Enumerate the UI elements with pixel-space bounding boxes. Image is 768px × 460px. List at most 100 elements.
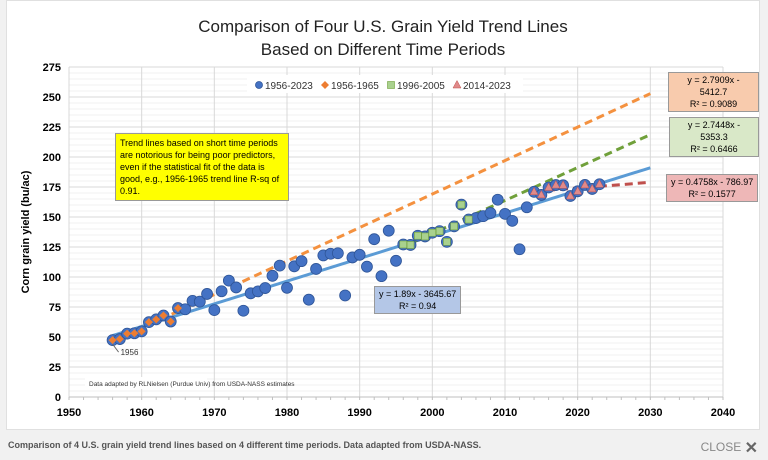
- data-point-2014-2023: [573, 186, 583, 195]
- y-tick-label: 200: [43, 152, 61, 164]
- data-point-1996-2005: [443, 238, 451, 246]
- data-point-1956-2023: [368, 233, 381, 246]
- data-point-1956-2023: [193, 295, 206, 308]
- x-tick-label: 1980: [275, 407, 299, 419]
- x-tick-label: 2010: [493, 407, 517, 419]
- trend-equation-2014-2023: y = 0.4758x - 786.97 R² = 0.1577: [666, 174, 759, 202]
- y-tick-label: 0: [55, 392, 61, 404]
- legend-bg: [247, 75, 523, 93]
- data-point-1956-1965: [159, 311, 168, 320]
- y-axis-label: Corn grain yield (bu/ac): [20, 170, 32, 293]
- x-tick-label: 2020: [565, 407, 589, 419]
- data-point-1996-2005: [428, 228, 437, 237]
- legend-marker-1996-2005: [387, 81, 395, 89]
- y-tick-label: 100: [43, 272, 61, 284]
- y-tick-label: 150: [43, 212, 61, 224]
- data-point-1996-2005: [450, 222, 458, 231]
- x-tick-label: 2040: [711, 407, 735, 419]
- data-point-2014-2023: [558, 180, 568, 189]
- chart-panel: Comparison of Four U.S. Grain Yield Tren…: [6, 0, 760, 430]
- x-tick-label: 2000: [420, 407, 444, 419]
- y-tick-label: 75: [49, 302, 61, 314]
- data-point-1956-2023: [302, 293, 315, 306]
- data-point-2014-2023: [565, 190, 575, 200]
- note-box: Trend lines based on short time periods …: [115, 133, 289, 201]
- data-point-1956-2023: [382, 224, 395, 237]
- image-caption: Comparison of 4 U.S. grain yield trend l…: [8, 440, 482, 450]
- y-tick-label: 25: [49, 362, 61, 374]
- data-point-1956-1965: [123, 329, 132, 338]
- data-point-2014-2023: [595, 179, 604, 188]
- data-point-1956-2023: [295, 255, 308, 268]
- data-point-1956-2023: [339, 289, 352, 302]
- y-tick-label: 50: [49, 332, 61, 344]
- x-icon: ✕: [744, 440, 758, 457]
- data-point-1996-2005: [457, 200, 466, 209]
- data-point-1996-2005: [399, 240, 408, 249]
- x-tick-label: 1960: [129, 407, 153, 419]
- data-point-1996-2005: [421, 232, 429, 241]
- data-point-2014-2023: [551, 180, 561, 189]
- data-point-2014-2023: [580, 179, 590, 189]
- data-point-1956-2023: [281, 281, 293, 294]
- data-point-1956-2023: [230, 281, 243, 294]
- data-point-2014-2023: [587, 183, 597, 193]
- data-point-1996-2005: [435, 227, 444, 235]
- data-point-1956-2023: [237, 304, 250, 317]
- source-note-bg: [85, 377, 207, 389]
- data-point-2014-2023: [536, 189, 546, 199]
- chart: Comparison of Four U.S. Grain Yield Tren…: [20, 17, 735, 419]
- y-tick-label: 225: [43, 122, 61, 134]
- data-point-1996-2005: [406, 241, 415, 249]
- data-point-1956-2023: [331, 247, 344, 260]
- first-point-label: 1956: [121, 348, 139, 357]
- legend-label: 1956-1965: [331, 81, 379, 92]
- data-point-1956-2023: [491, 193, 504, 206]
- y-tick-label: 175: [43, 182, 61, 194]
- data-point-1956-2023: [259, 282, 272, 294]
- data-point-1956-2023: [201, 288, 213, 300]
- legend-marker-2014-2023: [452, 79, 462, 89]
- data-point-1956-2023: [215, 285, 228, 298]
- data-point-1956-2023: [273, 259, 286, 272]
- x-tick-label: 1990: [347, 407, 371, 419]
- trend-equation-1956-2023: y = 1.89x - 3645.67 R² = 0.94: [374, 286, 462, 314]
- y-tick-label: 125: [43, 242, 61, 254]
- x-tick-label: 1970: [202, 407, 226, 419]
- data-point-1956-2023: [499, 207, 511, 220]
- data-point-1956-1965: [108, 336, 117, 345]
- legend-marker-1956-1965: [321, 81, 329, 89]
- chart-subtitle: Based on Different Time Periods: [261, 40, 505, 59]
- data-point-2014-2023: [529, 186, 539, 196]
- data-point-1956-2023: [506, 214, 519, 227]
- data-point-1996-2005: [413, 231, 422, 240]
- data-point-1956-2023: [353, 248, 366, 261]
- y-tick-label: 250: [43, 92, 61, 104]
- legend-label: 1996-2005: [397, 81, 445, 92]
- close-button[interactable]: CLOSE ✕: [701, 438, 758, 458]
- data-point-1956-2023: [484, 207, 497, 219]
- data-point-1956-1965: [137, 327, 146, 336]
- legend-marker-1956-2023: [255, 81, 263, 89]
- data-point-1956-1965: [130, 329, 139, 338]
- data-point-1956-2023: [310, 263, 322, 275]
- data-point-1956-2023: [375, 270, 388, 283]
- data-point-1996-2005: [464, 215, 473, 224]
- data-point-1956-1965: [115, 335, 124, 344]
- legend-label: 2014-2023: [463, 81, 511, 92]
- data-point-1956-1965: [174, 304, 182, 313]
- data-point-1956-1965: [166, 317, 175, 326]
- callout-line: [112, 343, 119, 353]
- data-point-1956-2023: [222, 274, 235, 287]
- data-point-1956-2023: [390, 254, 402, 267]
- trend-equation-1996-2005: y = 2.7448x - 5353.3 R² = 0.6466: [669, 117, 759, 157]
- data-point-1956-2023: [266, 269, 279, 282]
- data-point-1956-2023: [361, 260, 373, 273]
- trendline-1956-2023: [112, 166, 651, 338]
- legend-label: 1956-2023: [265, 81, 313, 92]
- data-point-1956-2023: [520, 201, 533, 214]
- data-point-1956-1965: [144, 318, 153, 327]
- data-point-1956-1965: [152, 315, 161, 324]
- chart-title: Comparison of Four U.S. Grain Yield Tren…: [198, 17, 567, 36]
- data-point-1956-2023: [208, 304, 221, 317]
